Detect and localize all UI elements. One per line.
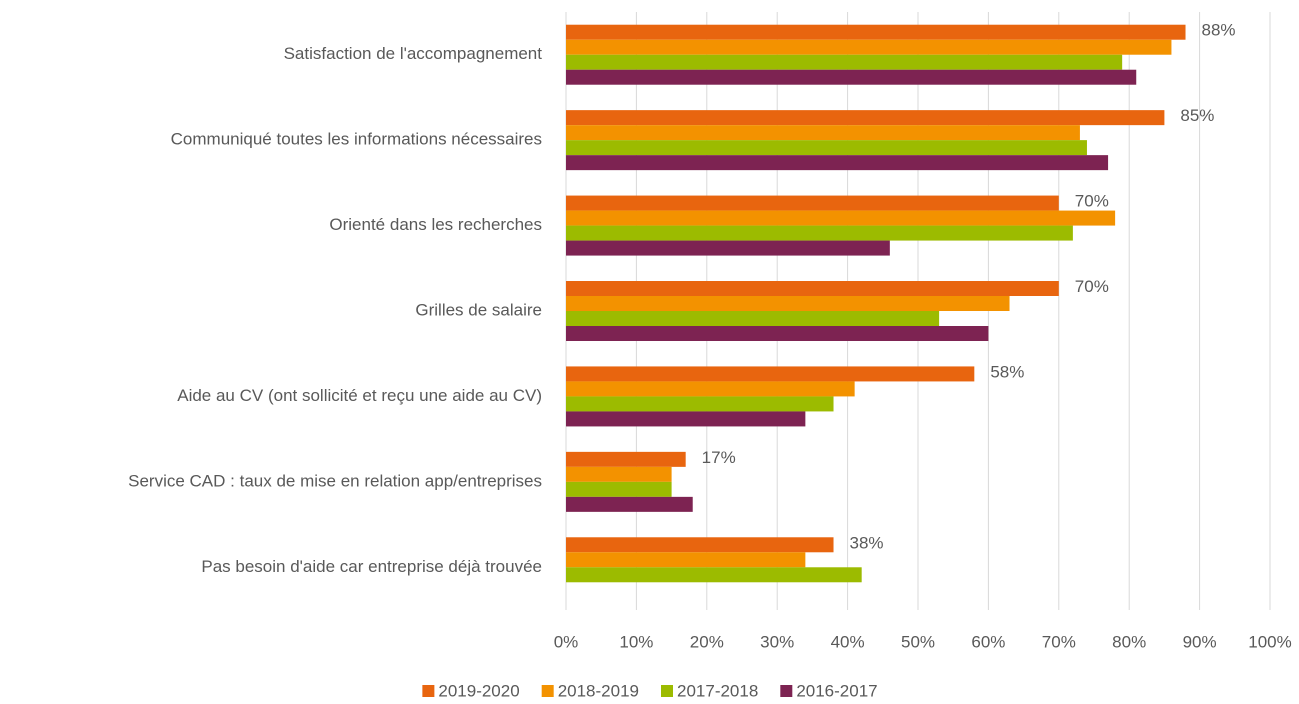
bar [566,311,940,326]
y-tick-label: Satisfaction de l'accompagnement [284,44,543,63]
bar [566,140,1087,156]
x-tick-label: 60% [971,632,1005,651]
x-tick-label: 40% [831,632,865,651]
data-label: 70% [1075,277,1109,296]
y-tick-label: Grilles de salaire [415,300,542,319]
bar [566,381,855,397]
data-label: 38% [850,533,884,552]
bar [566,125,1080,141]
bar [566,537,834,553]
bar [566,496,693,512]
bar [566,110,1165,126]
bar [566,210,1116,226]
bar [566,451,686,467]
data-label: 70% [1075,192,1109,211]
legend-label: 2018-2019 [558,681,639,700]
bar [566,69,1137,85]
x-tick-label: 50% [901,632,935,651]
bar [566,240,890,256]
x-tick-label: 90% [1183,632,1217,651]
x-tick-label: 10% [619,632,653,651]
legend-label: 2017-2018 [677,681,758,700]
bar [566,195,1059,211]
y-tick-label: Communiqué toutes les informations néces… [171,130,542,149]
bar [566,396,834,412]
bar [566,366,975,382]
bar [566,411,806,427]
data-label: 88% [1202,21,1236,40]
bar [566,296,1010,311]
bar [566,281,1059,296]
x-tick-label: 30% [760,632,794,651]
bar [566,225,1073,241]
bar [566,39,1172,55]
legend-label: 2016-2017 [796,681,877,700]
bar [566,481,672,497]
y-tick-label: Aide au CV (ont sollicité et reçu une ai… [177,386,542,405]
legend-swatch [661,685,673,697]
bar [566,326,989,341]
y-tick-label: Orienté dans les recherches [329,215,542,234]
x-tick-label: 80% [1112,632,1146,651]
legend-swatch [422,685,435,697]
y-tick-label: Pas besoin d'aide car entreprise déjà tr… [201,557,542,576]
x-tick-label: 20% [690,632,724,651]
x-tick-label: 100% [1248,632,1291,651]
bar [566,24,1186,40]
data-label: 17% [702,448,736,467]
legend-label: 2019-2020 [438,681,519,700]
y-tick-label: Service CAD : taux de mise en relation a… [128,471,542,490]
bar [566,155,1109,171]
data-label: 58% [990,362,1024,381]
legend-swatch [780,685,793,697]
bar [566,466,672,482]
x-tick-label: 0% [554,632,579,651]
bar [566,54,1123,70]
data-label: 85% [1180,106,1214,125]
legend-swatch [541,685,554,697]
x-tick-label: 70% [1042,632,1076,651]
bar [566,552,806,568]
bar [566,567,862,583]
